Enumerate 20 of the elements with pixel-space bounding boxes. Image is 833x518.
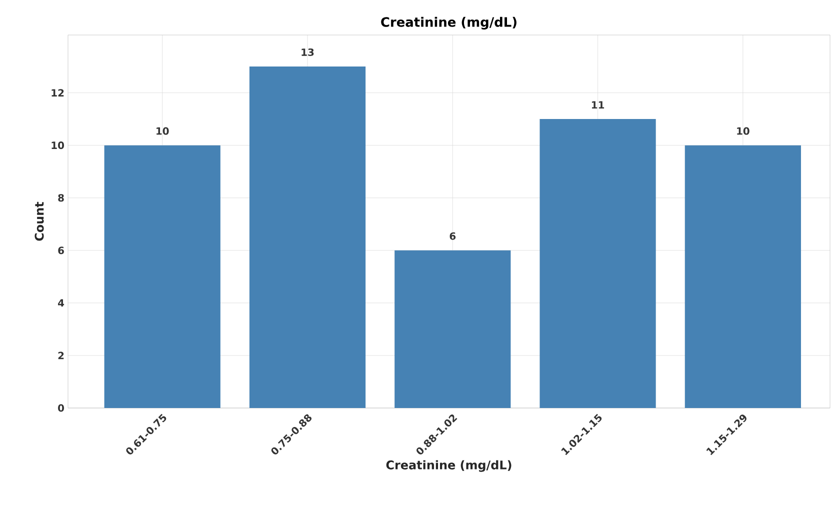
y-tick-label: 12 [52,89,64,96]
y-tick-label: 8 [58,194,64,202]
data-label: 6 [450,232,456,240]
bar [684,145,801,408]
y-tick-label: 0 [58,404,64,412]
y-tick-label: 2 [58,352,64,360]
data-label: 11 [592,101,604,109]
data-label: 10 [737,127,750,135]
y-axis-title: Count [34,202,44,241]
data-label: 10 [156,127,169,135]
bar [394,250,511,408]
bar [540,119,656,408]
y-tick-label: 6 [58,246,64,254]
y-tick-label: 4 [58,299,64,307]
x-axis-title: Creatinine (mg/dL) [386,460,512,472]
data-label: 13 [302,48,314,56]
bar [104,145,220,408]
y-tick-label: 10 [52,142,64,150]
chart-title: Creatinine (mg/dL) [381,16,516,30]
bar [249,66,366,408]
